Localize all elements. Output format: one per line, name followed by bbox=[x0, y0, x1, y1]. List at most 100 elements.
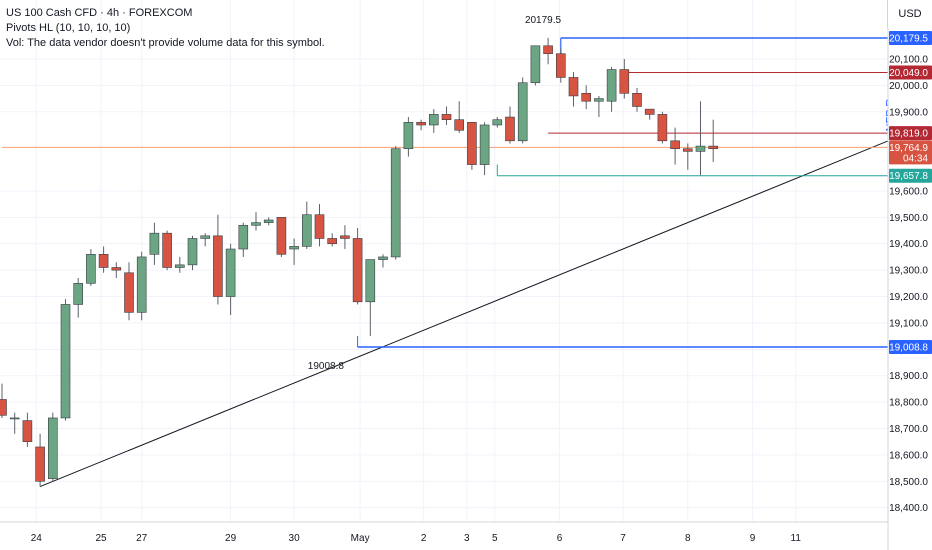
candle-body-down bbox=[213, 235, 223, 297]
candle bbox=[467, 122, 477, 170]
price-tick-label: 18,900.0 bbox=[889, 371, 928, 382]
annotation-layer: 20179.5 19008.8 bbox=[308, 15, 562, 372]
candle-body-up bbox=[251, 222, 261, 226]
time-tick-label: May bbox=[351, 533, 370, 544]
time-tick-label: 9 bbox=[750, 533, 756, 544]
currency-label[interactable]: USD bbox=[887, 0, 932, 28]
candle-body-down bbox=[657, 114, 668, 142]
candle-body-down bbox=[22, 420, 33, 443]
candle-body-up bbox=[60, 304, 71, 419]
price-tick-label: 19,100.0 bbox=[889, 318, 928, 329]
candle bbox=[251, 212, 261, 231]
chart-legend: US 100 Cash CFD · 4h · FOREXCOM Pivots H… bbox=[6, 6, 325, 51]
candle bbox=[416, 119, 426, 131]
price-axis[interactable]: 18,400.0 18,500.0 18,600.0 18,700.0 18,800.0… bbox=[887, 0, 932, 550]
price-tick-label: 20,000.0 bbox=[889, 81, 928, 92]
price-badge-red-level bbox=[889, 65, 932, 80]
candle-body-up bbox=[403, 122, 414, 150]
candle bbox=[390, 146, 401, 260]
candle bbox=[263, 217, 274, 226]
time-tick-label: 8 bbox=[685, 533, 691, 544]
candle-body-up bbox=[492, 119, 503, 126]
candle bbox=[327, 233, 338, 247]
candle-body-up bbox=[225, 248, 236, 297]
grid-lines bbox=[0, 0, 888, 522]
countdown-label: 04:34 bbox=[903, 153, 928, 164]
candle bbox=[162, 230, 172, 271]
candles-layer bbox=[0, 37, 719, 487]
candle-body-down bbox=[352, 238, 363, 303]
symbol-title[interactable]: US 100 Cash CFD · 4h · FOREXCOM bbox=[6, 7, 193, 19]
candle-body-up bbox=[86, 254, 96, 284]
candle-body-down bbox=[111, 267, 122, 271]
candle bbox=[86, 249, 96, 286]
candle bbox=[555, 48, 566, 83]
candle-body-down bbox=[124, 272, 134, 313]
candle-body-up bbox=[606, 69, 617, 102]
candle-body-down bbox=[644, 108, 655, 115]
level-lines bbox=[2, 37, 888, 348]
price-badge-teal-level bbox=[889, 168, 932, 183]
candle bbox=[657, 111, 668, 144]
price-tick-label: 19,200.0 bbox=[889, 292, 928, 303]
candle bbox=[505, 106, 515, 144]
candle bbox=[136, 251, 147, 321]
candle bbox=[149, 222, 160, 265]
price-tick-label: 19,900.0 bbox=[889, 107, 928, 118]
candle bbox=[200, 233, 210, 247]
candle bbox=[314, 204, 325, 247]
time-tick-label: 11 bbox=[791, 533, 802, 544]
candle-body-down bbox=[543, 45, 553, 55]
price-tick-label: 18,600.0 bbox=[889, 450, 928, 461]
price-tick-label: 18,400.0 bbox=[889, 503, 928, 514]
candle-body-down bbox=[619, 69, 630, 94]
candle-body-up bbox=[9, 417, 20, 420]
candle bbox=[619, 58, 630, 99]
candle-body-up bbox=[378, 256, 388, 260]
candle bbox=[213, 214, 223, 305]
price-tick-label: 19,600.0 bbox=[889, 186, 928, 197]
candle bbox=[365, 259, 376, 337]
candle bbox=[98, 246, 109, 273]
candle bbox=[632, 88, 642, 112]
candle bbox=[708, 119, 719, 162]
candle bbox=[695, 101, 706, 176]
candle-body-up bbox=[365, 259, 376, 303]
candle bbox=[0, 383, 7, 418]
candle-body-down bbox=[581, 92, 592, 102]
candle bbox=[352, 227, 363, 305]
price-tick-label: 18,500.0 bbox=[889, 477, 928, 488]
candle bbox=[517, 77, 528, 144]
candle bbox=[289, 238, 299, 265]
candle-body-down bbox=[568, 77, 579, 97]
candle-body-down bbox=[632, 92, 642, 107]
candle-body-down bbox=[682, 148, 693, 152]
price-tick-label: 18,700.0 bbox=[889, 424, 928, 435]
price-badge-red-level-2 bbox=[889, 126, 932, 141]
candle bbox=[543, 37, 553, 65]
time-tick-label: 29 bbox=[225, 533, 237, 544]
candle-body-down bbox=[276, 217, 287, 255]
candle bbox=[441, 106, 452, 125]
time-axis[interactable]: 24 25 27 29 30 May 2 3 5 6 7 8 9 11 bbox=[0, 521, 888, 544]
candle-body-up bbox=[479, 124, 490, 165]
candle-body-up bbox=[428, 114, 439, 126]
price-badge-label: 19,008.8 bbox=[889, 343, 928, 354]
price-badge-pivot-low bbox=[889, 340, 932, 354]
candle bbox=[124, 262, 134, 321]
time-tick-label: 6 bbox=[557, 533, 563, 544]
candle-body-down bbox=[454, 119, 465, 131]
candle bbox=[187, 235, 198, 271]
candle-body-down bbox=[340, 235, 350, 239]
candle bbox=[581, 85, 592, 110]
candle bbox=[479, 122, 490, 176]
volume-indicator-label[interactable]: Vol: The data vendor doesn't provide vol… bbox=[6, 37, 325, 49]
price-badge-label: 20,179.5 bbox=[889, 34, 928, 45]
candle bbox=[73, 278, 83, 318]
pivots-indicator-label[interactable]: Pivots HL (10, 10, 10, 10) bbox=[6, 22, 131, 34]
candle bbox=[594, 95, 604, 118]
price-badge-label: 19,764.9 bbox=[889, 143, 928, 154]
candle bbox=[238, 222, 249, 257]
time-tick-label: 7 bbox=[620, 533, 626, 544]
